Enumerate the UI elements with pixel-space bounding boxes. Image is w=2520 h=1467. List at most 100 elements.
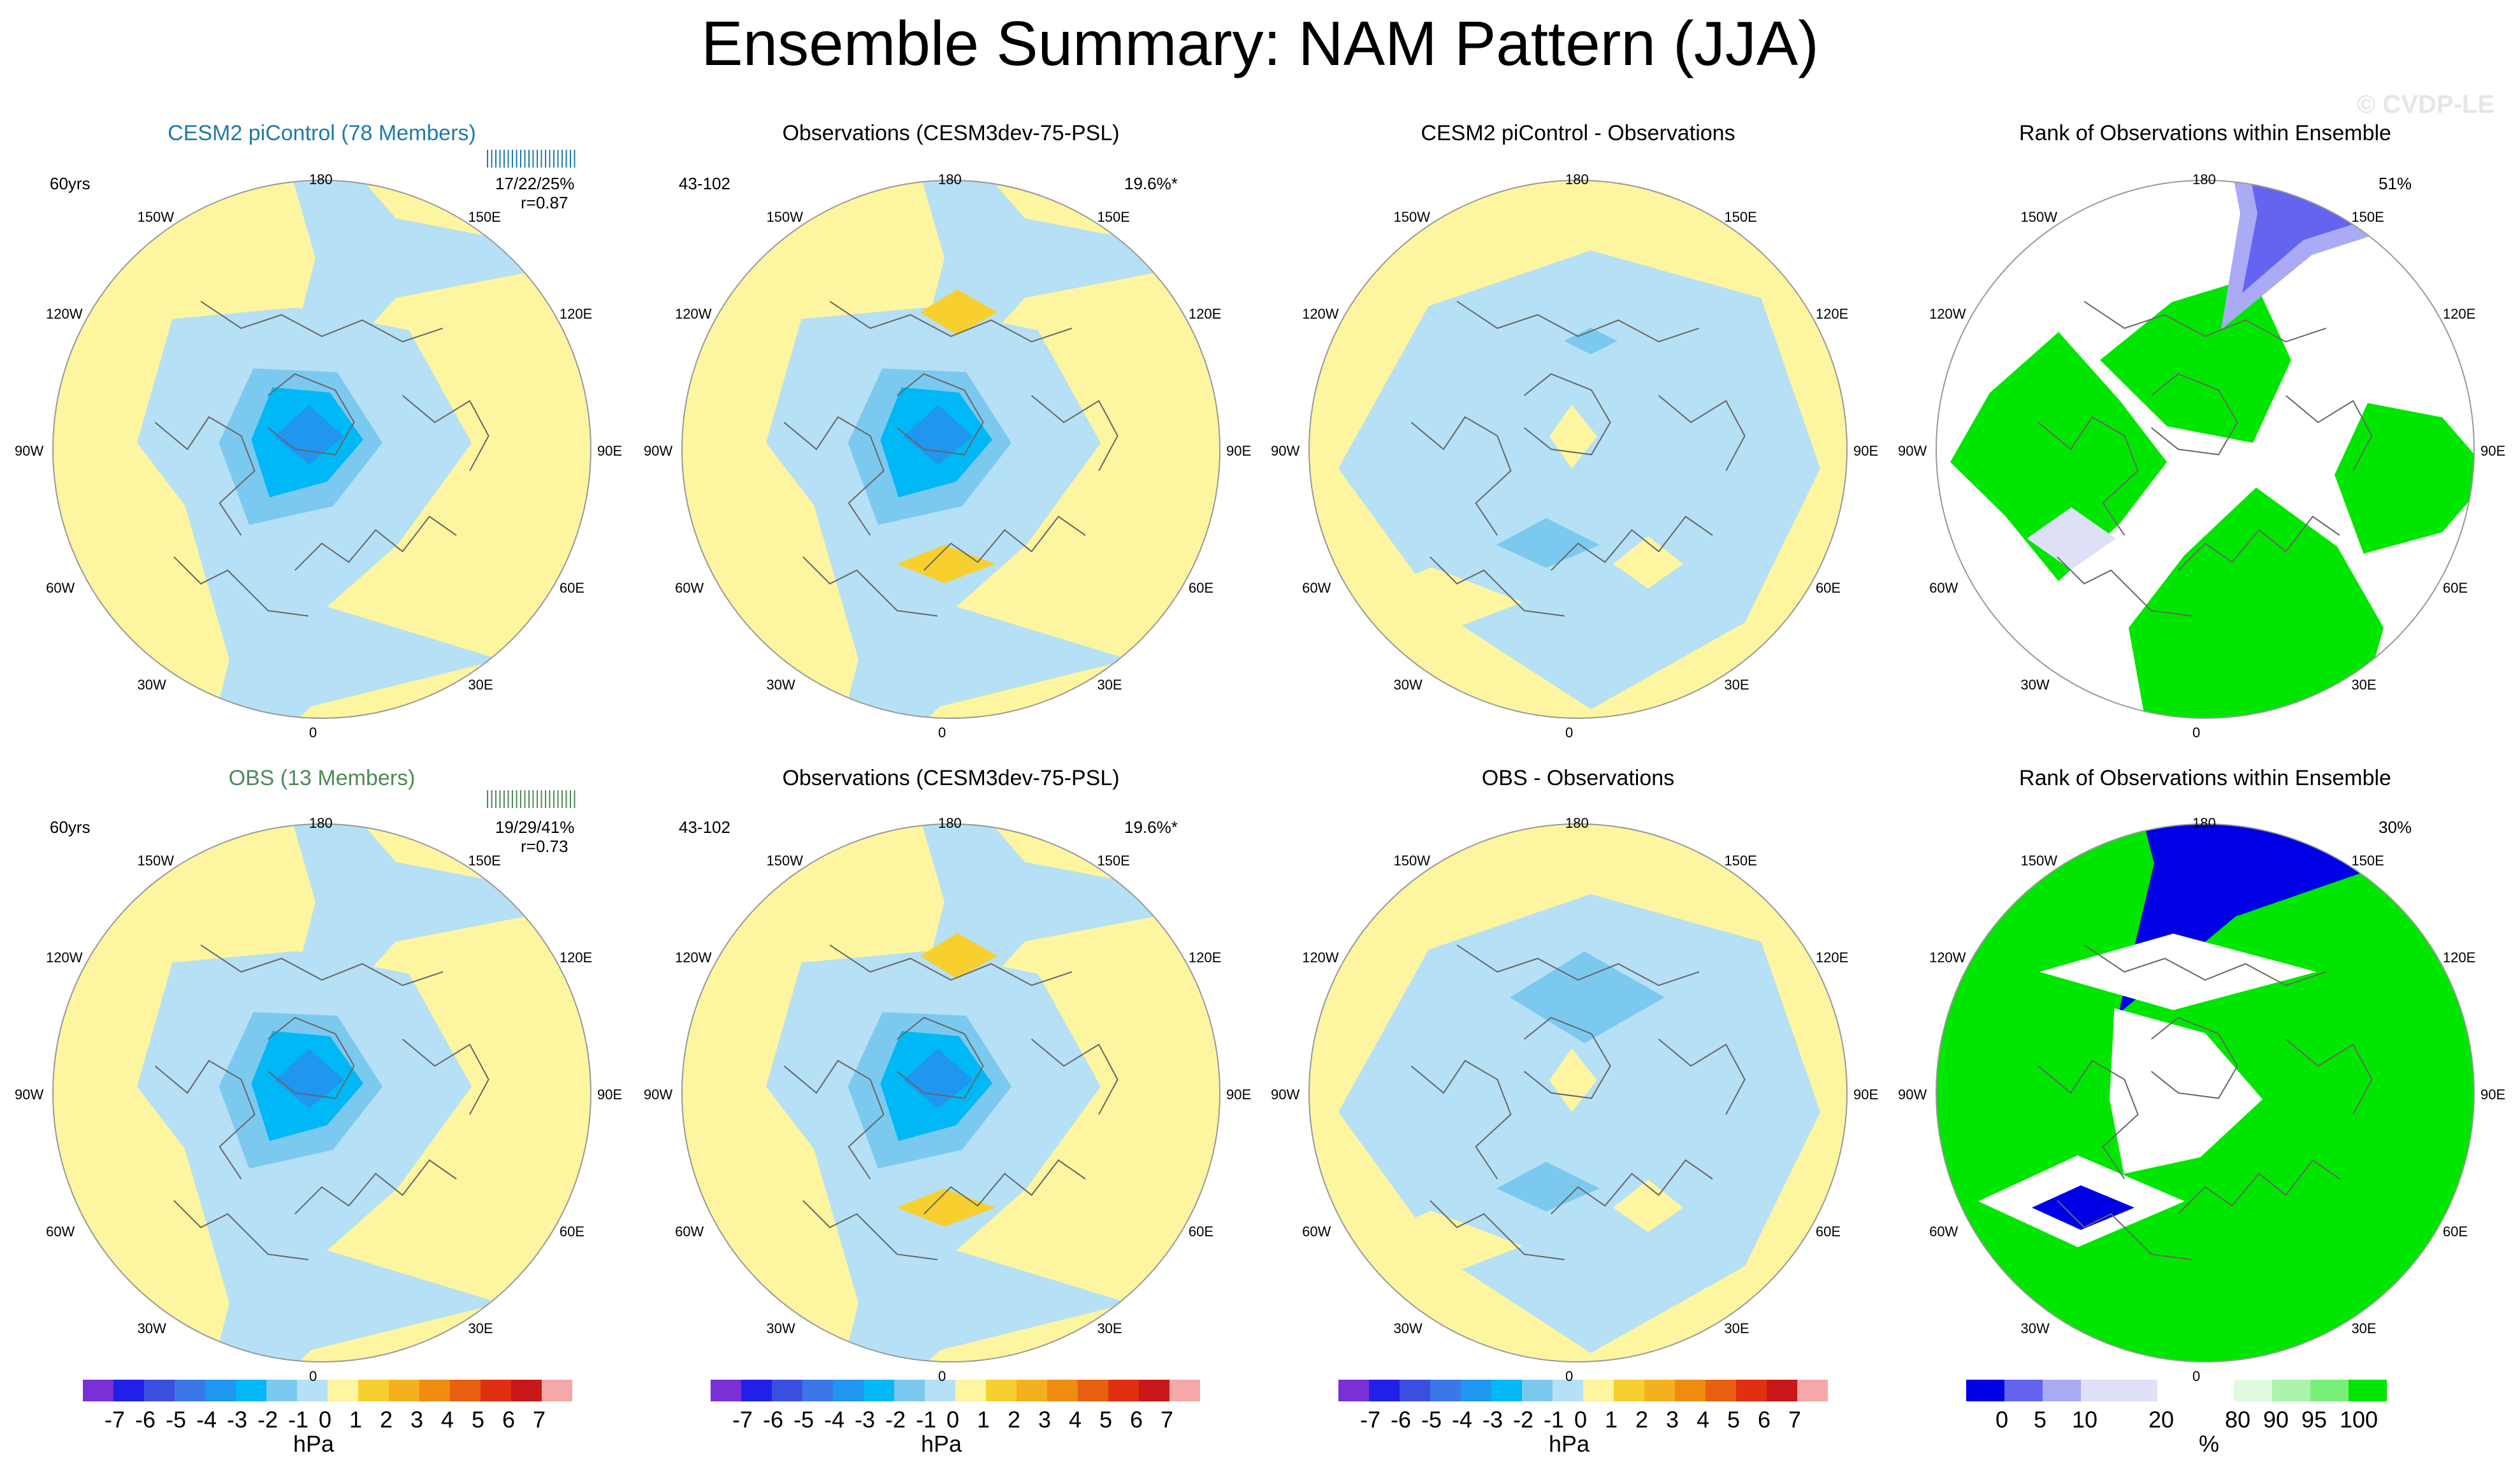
left-annotation: 43-102 [679,818,730,837]
negative-core [274,405,344,465]
lon-label-ul2: 120W [46,306,83,322]
lon-label-ul1: 150W [2020,209,2058,226]
lon-label-bottom: 0 [2192,1368,2201,1384]
colorbar-swatch [511,1380,542,1401]
coastline [2038,416,2139,536]
negative-band [258,180,591,437]
map-boundary [1308,823,1848,1362]
colorbar-swatch [389,1380,419,1401]
lon-label-top: 180 [1565,815,1589,831]
colorbar-hpa [1338,1380,1828,1401]
lon-label-lr2: 30E [1097,1320,1122,1336]
coastline [402,394,489,472]
colorbar-swatch [1400,1380,1430,1401]
coastline [1410,416,1512,536]
coastline [294,516,457,571]
colorbar-swatch [144,1380,175,1401]
coastline [802,556,938,617]
colorbar-swatch [113,1380,144,1401]
colorbar-swatch [297,1380,328,1401]
colorbar-label: 1 [349,1406,363,1433]
coastline [923,516,1086,571]
colorbar-label: 3 [1666,1406,1679,1433]
rank-green-region [2129,488,2384,718]
lon-label-ll2: 30W [766,676,795,693]
rank-green-region [2335,403,2474,554]
coastline [173,556,309,617]
colorbar-swatch [450,1380,481,1401]
panel-title: CESM2 piControl (78 Members) [168,121,476,145]
negative-core [1496,518,1600,568]
lon-label-top: 180 [2192,815,2216,831]
lon-label-bottom: 0 [1565,725,1574,741]
ensemble-tickbar [487,790,576,808]
coastline [1430,1200,1565,1261]
colorbar-label: 100 [2340,1406,2379,1433]
positive-core [920,933,997,979]
map-boundary [681,180,1220,719]
colorbar-hpa [711,1380,1200,1401]
coastline [173,1200,309,1261]
map-model-r0c0 [52,180,591,719]
colorbar-swatch [1369,1380,1400,1401]
lon-label-ll2: 30W [137,1320,166,1336]
colorbar-label: 4 [1697,1406,1710,1433]
colorbar-swatch [833,1380,864,1401]
coastline [1658,394,1746,472]
coastline [154,1060,256,1180]
lon-label-ur1: 150E [1097,853,1130,869]
colorbar-swatch [2349,1380,2387,1401]
coastline [2083,301,2327,343]
colorbar-label: -7 [1360,1406,1381,1433]
lon-label-lr2: 30E [1724,676,1749,693]
lon-label-lr1: 60E [2442,1224,2468,1239]
lon-label-ul2: 120W [46,950,83,965]
lon-label-ur1: 150E [468,853,501,869]
colorbar-swatch [1583,1380,1614,1401]
lon-label-ul2: 120W [675,306,712,322]
panel-title: CESM2 piControl - Observations [1421,121,1735,145]
lon-label-ll1: 60W [1929,1224,1959,1239]
colorbar-label: 4 [441,1406,454,1433]
lon-label-top: 180 [309,171,333,187]
colorbar-swatch [1078,1380,1108,1401]
panel-title: Rank of Observations within Ensemble [2019,766,2391,790]
lon-label-lr1: 60E [1188,580,1214,596]
negative-core [274,1048,344,1108]
lon-label-right: 90E [597,443,623,459]
lon-label-left: 90W [1271,1087,1300,1102]
positive-region [1347,1211,1523,1281]
colorbar-swatch [1797,1380,1828,1401]
lon-label-left: 90W [1271,443,1300,459]
map-boundary [1936,180,2475,719]
colorbar-label: 2 [380,1406,393,1433]
colorbar-label: -7 [732,1406,753,1433]
colorbar-swatch [1491,1380,1522,1401]
negative-core [903,1048,973,1108]
colorbar-label: 3 [1038,1406,1052,1433]
panel-title: OBS - Observations [1481,766,1675,790]
coastline [1430,556,1565,617]
lon-label-ll1: 60W [46,580,75,596]
colorbar-label: -3 [855,1406,876,1433]
colorbar-label: -1 [1544,1406,1565,1433]
colorbar-label: -4 [824,1406,845,1433]
lon-label-ul1: 150W [766,853,804,869]
main-title: Ensemble Summary: NAM Pattern (JJA) [701,8,1819,78]
colorbar-swatch [925,1380,955,1401]
lon-label-bottom: 0 [938,1368,946,1384]
negative-band [804,1115,1129,1362]
colorbar-label: -1 [916,1406,937,1433]
colorbar-swatch [2043,1380,2081,1401]
colorbar-label: 6 [1130,1406,1143,1433]
lon-label-ll1: 60W [1929,580,1959,596]
lon-label-lr2: 30E [2351,1320,2377,1336]
coastline [267,1016,355,1099]
colorbar-label: -5 [1421,1406,1442,1433]
colorbar-rank [1966,1380,2387,1401]
lon-label-ur2: 120E [1815,950,1849,965]
colorbar-unit: hPa [921,1431,962,1457]
positive-core [897,1189,996,1227]
negative-band [258,824,591,1081]
right-annotation: 51% [2379,174,2412,193]
